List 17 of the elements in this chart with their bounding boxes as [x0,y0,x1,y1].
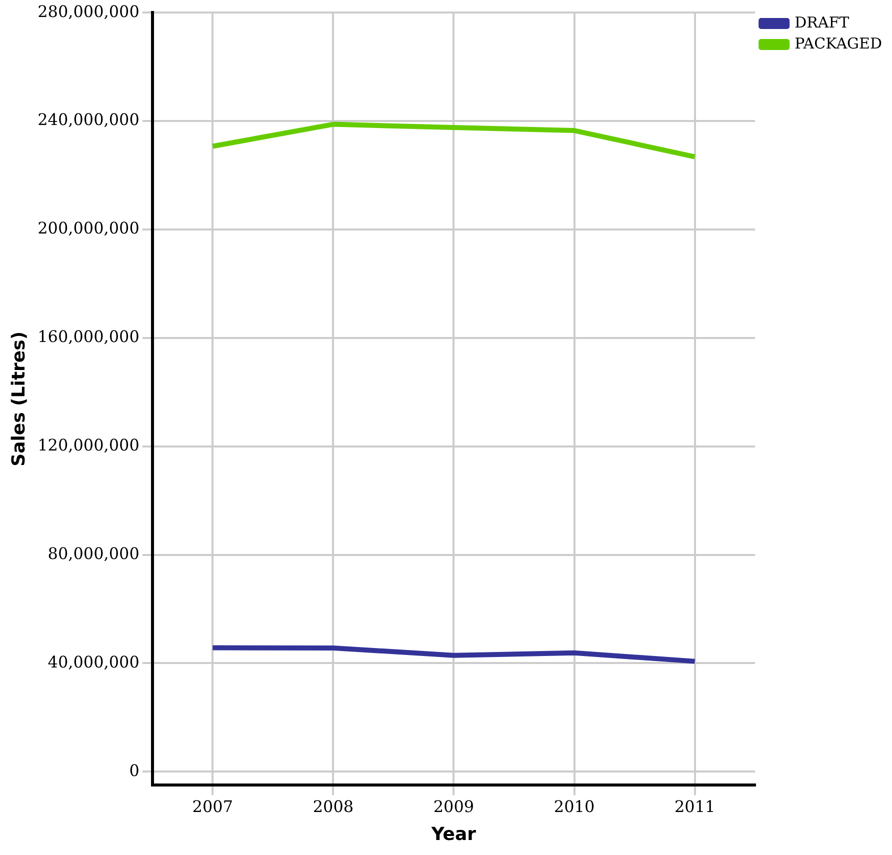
y-tick-label: 80,000,000 [48,544,140,563]
y-tick-label: 160,000,000 [38,327,140,346]
legend-label: DRAFT [794,13,850,32]
y-tick-label: 0 [129,760,140,780]
x-axis-title: Year [430,824,476,845]
y-tick-label: 40,000,000 [48,652,140,672]
y-tick-label: 240,000,000 [38,110,140,130]
x-tick-label: 2007 [192,796,234,816]
x-tick-label: 2009 [433,796,474,816]
x-tick-label: 2010 [554,796,595,816]
y-tick-label: 200,000,000 [38,218,140,238]
x-tick-label: 2008 [312,796,354,816]
x-tick-label: 2011 [674,796,716,816]
y-tick-label: 120,000,000 [38,435,140,454]
legend-label: PACKAGED [794,34,882,52]
y-axis-title: Sales (Litres) [8,331,30,466]
y-tick-label: 280,000,000 [38,2,140,21]
